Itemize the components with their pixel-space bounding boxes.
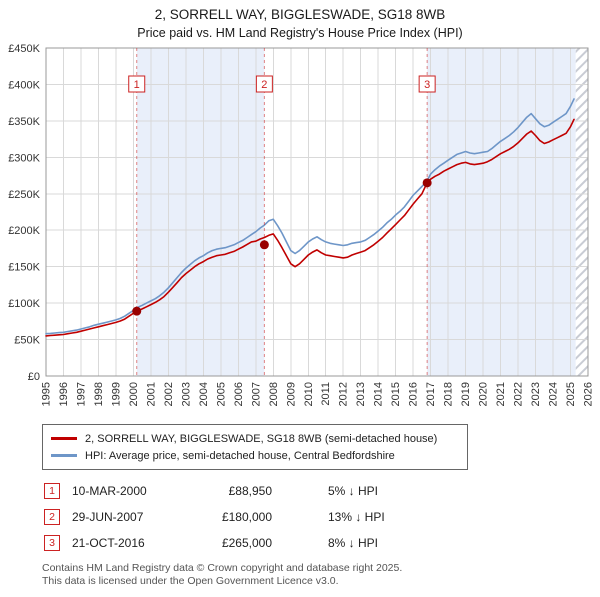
sale-hpi-diff: 8% ↓ HPI (328, 536, 379, 550)
svg-text:£150K: £150K (8, 262, 40, 274)
svg-text:2022: 2022 (513, 382, 525, 406)
svg-text:£0: £0 (28, 371, 40, 383)
hpi-line-swatch (51, 454, 77, 457)
svg-text:1997: 1997 (75, 382, 87, 406)
sale-row-3: 3 21-OCT-2016 £265,000 8% ↓ HPI (0, 530, 600, 556)
svg-text:2025: 2025 (565, 382, 577, 406)
svg-text:2009: 2009 (285, 382, 297, 406)
svg-text:2005: 2005 (215, 382, 227, 406)
svg-text:1996: 1996 (58, 382, 70, 406)
svg-text:2: 2 (261, 79, 267, 91)
svg-text:2000: 2000 (128, 382, 140, 406)
sale-price: £180,000 (221, 510, 272, 524)
svg-text:2018: 2018 (443, 382, 455, 406)
svg-text:£100K: £100K (8, 298, 40, 310)
svg-text:2004: 2004 (198, 382, 210, 406)
svg-text:1998: 1998 (93, 382, 105, 406)
svg-text:2011: 2011 (320, 382, 332, 406)
footer-copyright: Contains HM Land Registry data © Crown c… (42, 562, 403, 574)
sale-price: £265,000 (221, 536, 272, 550)
sale-hpi-diff: 13% ↓ HPI (328, 510, 385, 524)
svg-text:2003: 2003 (180, 382, 192, 406)
sale-date: 29-JUN-2007 (72, 510, 144, 524)
legend-property-label: 2, SORRELL WAY, BIGGLESWADE, SG18 8WB (s… (85, 432, 438, 445)
svg-text:2008: 2008 (268, 382, 280, 406)
chart-legend: 2, SORRELL WAY, BIGGLESWADE, SG18 8WB (s… (42, 424, 468, 470)
svg-text:2001: 2001 (145, 382, 157, 406)
sale-price: £88,950 (228, 484, 272, 498)
svg-text:2020: 2020 (478, 382, 490, 406)
chart-subtitle: Price paid vs. HM Land Registry's House … (137, 26, 463, 40)
sale-marker-number: 1 (44, 483, 60, 499)
sale-marker-number: 3 (44, 535, 60, 551)
svg-text:3: 3 (424, 79, 430, 91)
svg-text:2014: 2014 (373, 382, 385, 406)
svg-text:2024: 2024 (548, 382, 560, 406)
svg-text:2026: 2026 (583, 382, 595, 406)
footer-licence-text: Contains HM Land Registry data © Crown c… (0, 562, 600, 588)
sale-row-2: 2 29-JUN-2007 £180,000 13% ↓ HPI (0, 504, 600, 530)
sale-marker-number: 2 (44, 509, 60, 525)
svg-text:2013: 2013 (355, 382, 367, 406)
property-line-swatch (51, 437, 77, 440)
svg-text:£400K: £400K (8, 79, 40, 91)
svg-text:£200K: £200K (8, 225, 40, 237)
svg-text:2015: 2015 (390, 382, 402, 406)
svg-text:2002: 2002 (163, 382, 175, 406)
svg-text:2023: 2023 (530, 382, 542, 406)
chart-title: 2, SORRELL WAY, BIGGLESWADE, SG18 8WB (154, 7, 446, 22)
svg-text:2019: 2019 (460, 382, 472, 406)
svg-text:2017: 2017 (425, 382, 437, 406)
sale-date: 21-OCT-2016 (72, 536, 145, 550)
svg-text:£50K: £50K (14, 335, 40, 347)
svg-text:1995: 1995 (41, 382, 53, 406)
sales-table: 1 10-MAR-2000 £88,950 5% ↓ HPI 2 29-JUN-… (0, 478, 600, 556)
svg-text:2012: 2012 (338, 382, 350, 406)
svg-text:2010: 2010 (303, 382, 315, 406)
footer-licence: This data is licensed under the Open Gov… (42, 575, 339, 587)
sale-hpi-diff: 5% ↓ HPI (328, 484, 379, 498)
svg-text:£350K: £350K (8, 116, 40, 128)
legend-item-property: 2, SORRELL WAY, BIGGLESWADE, SG18 8WB (s… (51, 430, 459, 447)
svg-text:1999: 1999 (110, 382, 122, 406)
sale-date: 10-MAR-2000 (72, 484, 147, 498)
sale-row-1: 1 10-MAR-2000 £88,950 5% ↓ HPI (0, 478, 600, 504)
svg-text:2021: 2021 (495, 382, 507, 406)
svg-text:1: 1 (134, 79, 140, 91)
svg-text:2016: 2016 (408, 382, 420, 406)
svg-text:£300K: £300K (8, 152, 40, 164)
legend-hpi-label: HPI: Average price, semi-detached house,… (85, 449, 395, 462)
legend-item-hpi: HPI: Average price, semi-detached house,… (51, 447, 459, 464)
svg-text:£250K: £250K (8, 189, 40, 201)
price-hpi-chart: 1995 1996 1997 1998 1999 2000 2001 2002 2003 2004… (8, 43, 595, 406)
svg-text:£450K: £450K (8, 43, 40, 55)
svg-text:2007: 2007 (250, 382, 262, 406)
svg-text:2006: 2006 (233, 382, 245, 406)
